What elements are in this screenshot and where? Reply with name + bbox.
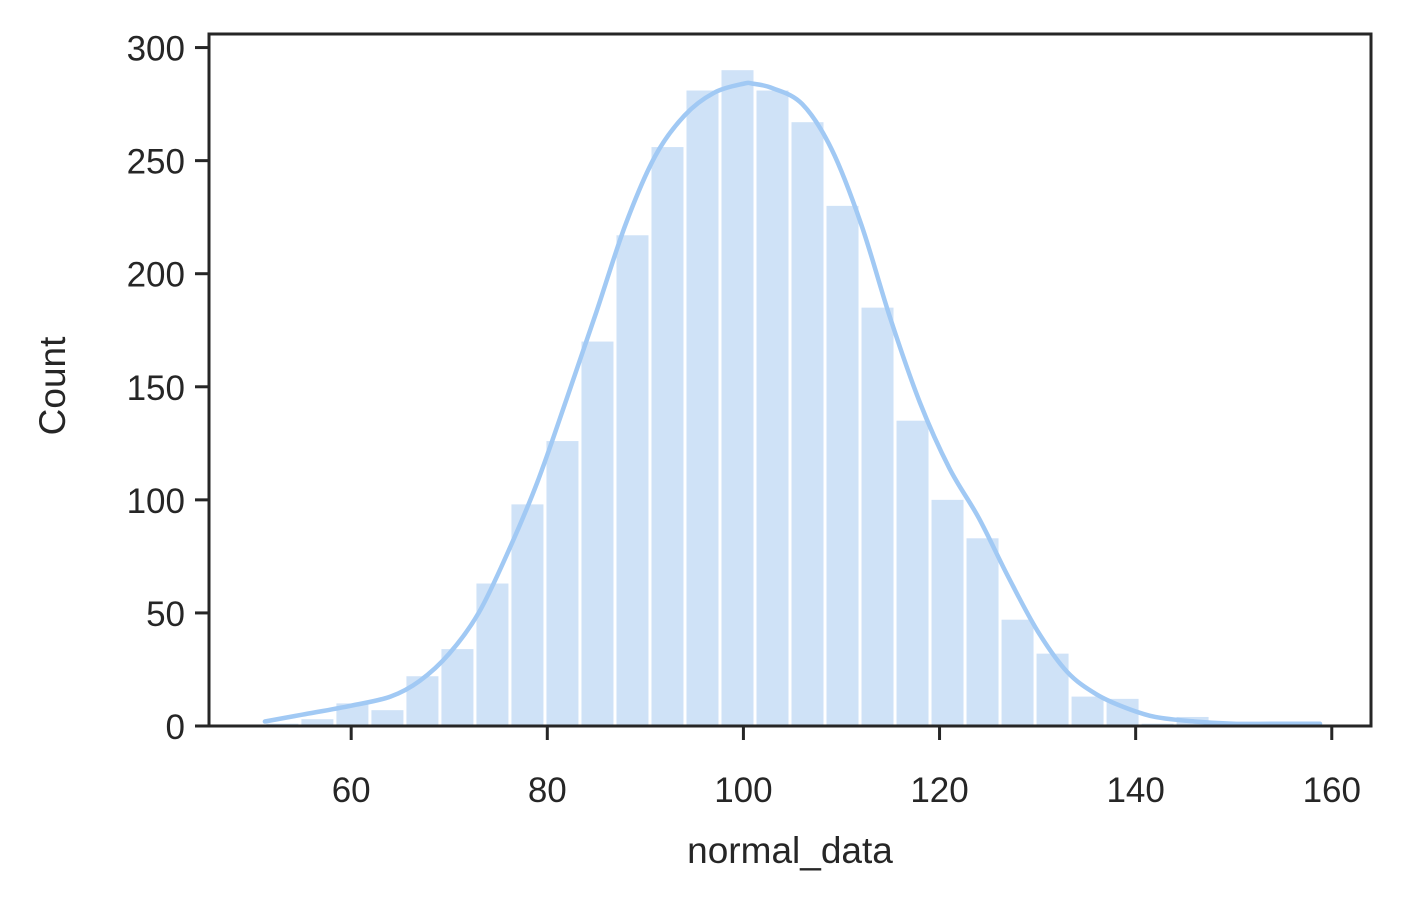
histogram-bar	[686, 90, 719, 726]
y-axis-ticks: 0 50 100 150 200 250 300	[127, 30, 209, 747]
histogram-bar	[721, 70, 754, 727]
histogram-bar	[931, 499, 964, 726]
axes-frame	[207, 32, 1373, 728]
histogram-bar	[861, 307, 894, 726]
histogram-bar	[406, 676, 439, 726]
histogram-bar	[301, 719, 334, 726]
histogram-bar	[826, 205, 859, 727]
y-tick-label: 50	[146, 595, 185, 634]
histogram-bar	[1071, 696, 1104, 726]
histogram-bar	[756, 90, 789, 726]
histogram-bar	[581, 341, 614, 726]
x-tick-label: 100	[714, 771, 772, 810]
x-axis-label: normal_data	[687, 830, 893, 871]
histogram-bars	[266, 70, 1314, 727]
histogram-bar	[651, 147, 684, 726]
histogram-bar	[441, 649, 474, 726]
histogram-bar	[371, 710, 404, 726]
histogram-bar	[791, 122, 824, 727]
y-tick-label: 200	[127, 256, 185, 295]
histogram-bar	[511, 504, 544, 726]
histogram-bar	[966, 538, 999, 726]
x-tick-label: 160	[1303, 771, 1361, 810]
x-axis-ticks: 60 80 100 120 140 160	[332, 726, 1361, 810]
y-tick-label: 100	[127, 482, 185, 521]
y-tick-label: 150	[127, 369, 185, 408]
y-axis-label: Count	[32, 336, 73, 435]
histogram-bar	[546, 441, 579, 726]
y-tick-label: 250	[127, 143, 185, 182]
histogram-bar	[1001, 619, 1034, 726]
x-tick-label: 80	[528, 771, 567, 810]
y-tick-label: 300	[127, 30, 185, 69]
x-tick-label: 120	[910, 771, 968, 810]
x-tick-label: 60	[332, 771, 371, 810]
histogram-bar	[1036, 653, 1069, 726]
histogram-bar	[616, 235, 649, 726]
x-tick-label: 140	[1106, 771, 1164, 810]
histogram-bar	[896, 420, 929, 726]
kde-curve	[262, 80, 1323, 727]
y-tick-label: 0	[166, 708, 185, 747]
